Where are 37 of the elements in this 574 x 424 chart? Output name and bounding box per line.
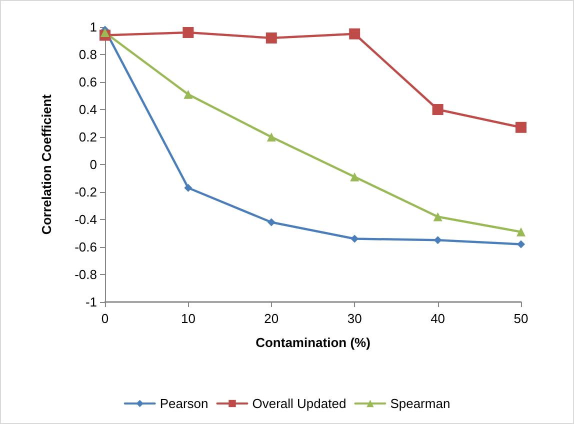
y-tick-label: -0.6 bbox=[74, 240, 97, 254]
y-tick-label: -0.2 bbox=[74, 184, 97, 200]
y-tick-label: -1 bbox=[85, 294, 97, 310]
point bbox=[516, 227, 526, 236]
y-tick-label: 0.4 bbox=[78, 102, 97, 117]
x-tick-label: 40 bbox=[430, 311, 446, 326]
y-tick-label: 0.2 bbox=[78, 130, 97, 144]
x-tick-label: 30 bbox=[347, 311, 362, 326]
y-tick-label: 1 bbox=[90, 20, 97, 34]
point bbox=[432, 104, 444, 115]
x-tick-label: 50 bbox=[514, 311, 528, 326]
y-tick-label: -0.4 bbox=[74, 212, 97, 227]
x-axis-title: Contamination (%) bbox=[256, 335, 370, 350]
point bbox=[184, 90, 193, 99]
legend-label: Spearman bbox=[390, 396, 450, 411]
legend-label: Pearson bbox=[160, 396, 208, 411]
point bbox=[516, 122, 526, 133]
point bbox=[349, 28, 360, 40]
y-axis-title: Correlation Coefficient bbox=[39, 94, 54, 235]
y-tick-label: 0.6 bbox=[78, 74, 97, 90]
point bbox=[266, 32, 277, 44]
point bbox=[350, 234, 359, 243]
legend-label: Overall Updated bbox=[252, 396, 346, 411]
y-tick-label: -0.8 bbox=[74, 267, 97, 282]
point bbox=[517, 240, 525, 248]
point bbox=[433, 212, 442, 222]
y-tick-label: 0.8 bbox=[78, 47, 97, 62]
point bbox=[434, 236, 442, 244]
point bbox=[184, 184, 192, 192]
point bbox=[266, 132, 276, 142]
point bbox=[267, 218, 276, 226]
point bbox=[350, 172, 360, 182]
x-tick-label: 10 bbox=[180, 311, 196, 326]
y-tick-label: 0 bbox=[90, 157, 97, 172]
x-tick-label: 0 bbox=[101, 311, 109, 326]
x-tick-label: 20 bbox=[264, 311, 279, 326]
point bbox=[182, 27, 194, 38]
